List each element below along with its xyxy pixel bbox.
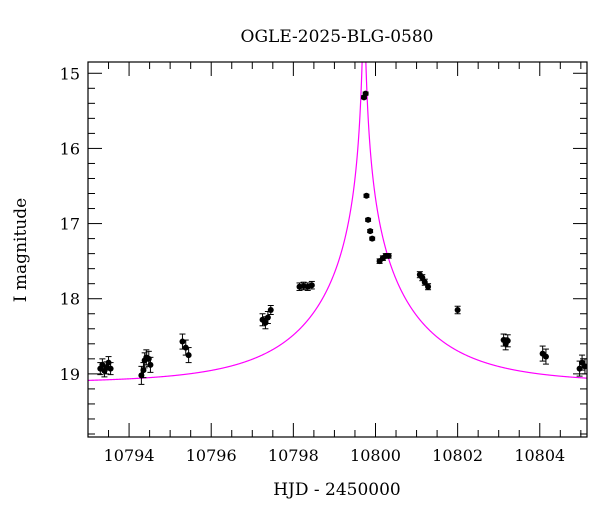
data-point <box>107 362 114 376</box>
data-point <box>308 280 315 290</box>
point-marker <box>542 353 549 360</box>
point-marker <box>581 363 587 370</box>
x-tick-label: 10798 <box>268 446 319 465</box>
data-point <box>454 305 461 315</box>
point-marker <box>425 283 432 290</box>
x-axis-label: HJD - 2450000 <box>273 480 401 500</box>
point-marker <box>147 361 154 368</box>
point-marker <box>385 252 392 259</box>
data-point <box>185 347 192 364</box>
point-marker <box>264 314 271 321</box>
x-tick-label: 10800 <box>350 446 401 465</box>
point-marker <box>185 352 192 359</box>
y-tick-label: 19 <box>60 365 80 384</box>
data-point <box>504 334 511 348</box>
x-tick-label: 10802 <box>432 446 483 465</box>
point-marker <box>267 306 274 313</box>
point-marker <box>362 90 369 97</box>
point-marker <box>454 306 461 313</box>
model-curve <box>88 62 587 381</box>
point-marker <box>369 235 376 242</box>
point-marker <box>138 372 145 379</box>
data-point <box>365 216 372 223</box>
point-marker <box>504 337 511 344</box>
point-marker <box>363 192 370 199</box>
x-tick-label: 10804 <box>514 446 565 465</box>
point-marker <box>367 228 374 235</box>
point-marker <box>107 365 114 372</box>
point-marker <box>140 367 147 374</box>
data-point <box>367 228 374 235</box>
y-tick-label: 17 <box>60 215 80 234</box>
point-marker <box>262 319 269 326</box>
data-point <box>425 283 432 291</box>
point-marker <box>179 338 186 345</box>
x-tick-label: 10796 <box>186 446 237 465</box>
data-point <box>369 235 376 242</box>
data-point <box>147 356 154 373</box>
data-point <box>385 252 392 259</box>
data-point <box>363 192 370 199</box>
y-tick-label: 16 <box>60 139 80 158</box>
data-point <box>362 90 369 97</box>
y-axis-label: I magnitude <box>11 198 31 302</box>
data-point <box>267 304 274 316</box>
data-point <box>542 348 549 365</box>
x-tick-label: 10794 <box>104 446 155 465</box>
plot-frame <box>87 61 588 438</box>
chart-title: OGLE-2025-BLG-0580 <box>241 27 434 47</box>
point-marker <box>365 216 372 223</box>
y-tick-label: 15 <box>60 64 80 83</box>
data-point <box>264 310 271 325</box>
data-point <box>304 282 311 291</box>
point-marker <box>308 282 315 289</box>
y-tick-label: 18 <box>60 290 80 309</box>
